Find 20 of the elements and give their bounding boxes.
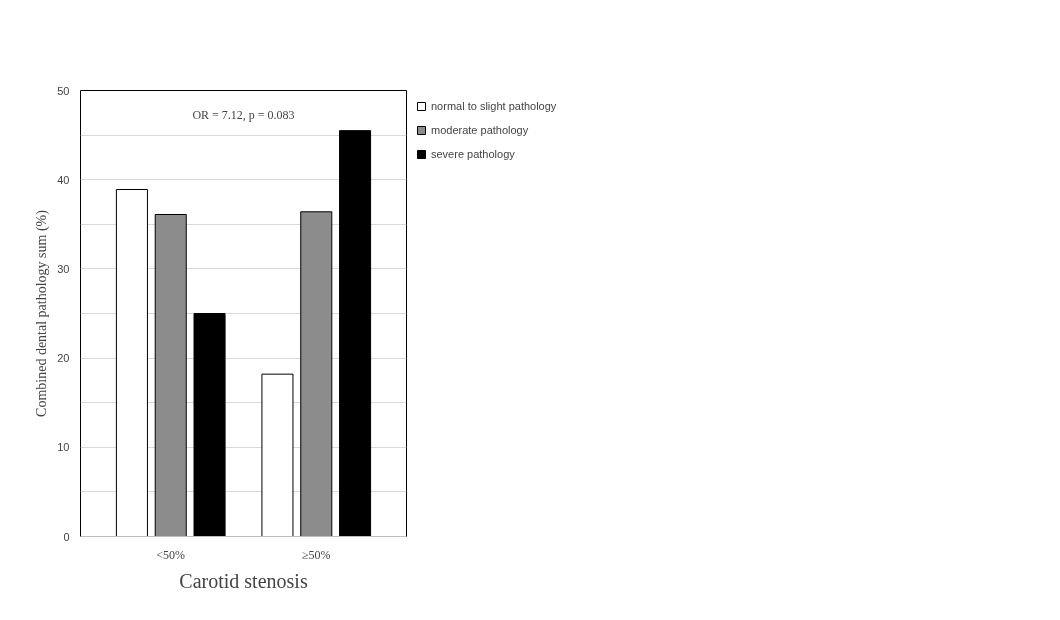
- bar: [300, 211, 333, 537]
- y-tick-label: 50: [57, 84, 70, 97]
- bar: [193, 313, 226, 537]
- x-tick-label: ≥50%: [301, 547, 331, 562]
- legend-label: normal to slight pathology: [431, 100, 557, 112]
- annotation: OR = 7.12, p = 0.083: [192, 107, 295, 122]
- bar: [261, 373, 294, 537]
- legend-label: severe pathology: [431, 148, 515, 160]
- bar: [339, 130, 372, 537]
- y-tick-label: 20: [57, 352, 70, 365]
- y-axis-title: Combined dental pathology sum (%): [34, 209, 51, 417]
- y-tick-label: 30: [57, 262, 70, 275]
- y-tick-label: 10: [57, 441, 70, 454]
- y-tick-label: 0: [63, 530, 70, 543]
- y-tick-label: 40: [57, 173, 70, 186]
- legend-label: moderate pathology: [431, 124, 529, 136]
- bar: [115, 189, 148, 537]
- x-axis-title: Carotid stenosis: [179, 569, 308, 592]
- x-tick-label: <50%: [156, 547, 186, 562]
- bar: [154, 213, 187, 537]
